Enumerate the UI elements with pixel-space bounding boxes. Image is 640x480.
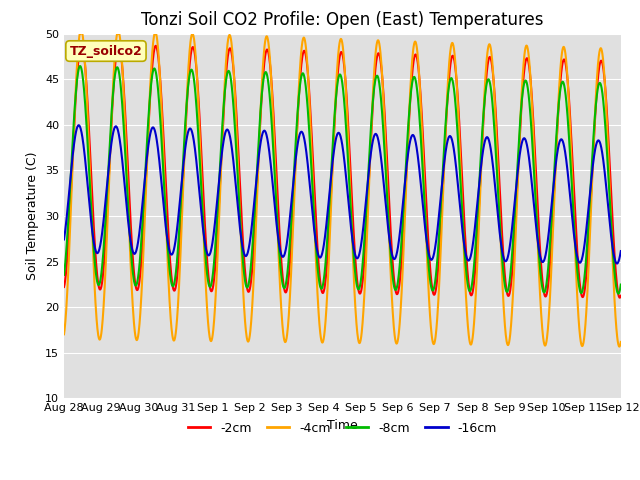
-4cm: [331, 106, 339, 111]
-4cm: [499, 287, 506, 292]
-16cm: [75, 122, 83, 128]
-2cm: [601, 78, 609, 84]
-16cm: [613, 261, 621, 266]
-4cm: [601, 76, 609, 82]
-2cm: [77, 40, 85, 46]
-16cm: [499, 251, 506, 257]
-16cm: [60, 237, 68, 242]
-2cm: [617, 293, 625, 299]
X-axis label: Time: Time: [327, 419, 358, 432]
-2cm: [601, 81, 609, 87]
Y-axis label: Soil Temperature (C): Soil Temperature (C): [26, 152, 40, 280]
-2cm: [499, 242, 506, 248]
-16cm: [601, 171, 609, 177]
-2cm: [316, 279, 324, 285]
-8cm: [76, 63, 84, 69]
Text: TZ_soilco2: TZ_soilco2: [70, 45, 142, 58]
-8cm: [89, 231, 97, 237]
-2cm: [331, 111, 339, 117]
-16cm: [331, 141, 339, 146]
-4cm: [616, 344, 623, 349]
-16cm: [316, 255, 324, 261]
-8cm: [601, 118, 609, 124]
-4cm: [89, 241, 97, 247]
-16cm: [601, 169, 609, 175]
-4cm: [601, 81, 609, 87]
-8cm: [499, 263, 506, 268]
Title: Tonzi Soil CO2 Profile: Open (East) Temperatures: Tonzi Soil CO2 Profile: Open (East) Temp…: [141, 11, 543, 29]
-4cm: [60, 331, 68, 337]
-2cm: [60, 284, 68, 290]
-4cm: [617, 339, 625, 345]
Line: -8cm: -8cm: [64, 66, 621, 294]
-4cm: [316, 330, 324, 336]
-16cm: [89, 232, 97, 238]
-2cm: [616, 295, 623, 300]
-4cm: [76, 31, 84, 36]
-16cm: [617, 248, 625, 254]
Line: -4cm: -4cm: [64, 34, 621, 347]
-8cm: [331, 106, 339, 112]
-8cm: [601, 114, 609, 120]
-8cm: [60, 272, 68, 278]
Line: -16cm: -16cm: [64, 125, 621, 264]
-8cm: [614, 291, 622, 297]
-2cm: [89, 203, 97, 208]
-8cm: [316, 284, 324, 290]
-8cm: [617, 282, 625, 288]
Legend: -2cm, -4cm, -8cm, -16cm: -2cm, -4cm, -8cm, -16cm: [183, 417, 502, 440]
Line: -2cm: -2cm: [64, 43, 621, 298]
